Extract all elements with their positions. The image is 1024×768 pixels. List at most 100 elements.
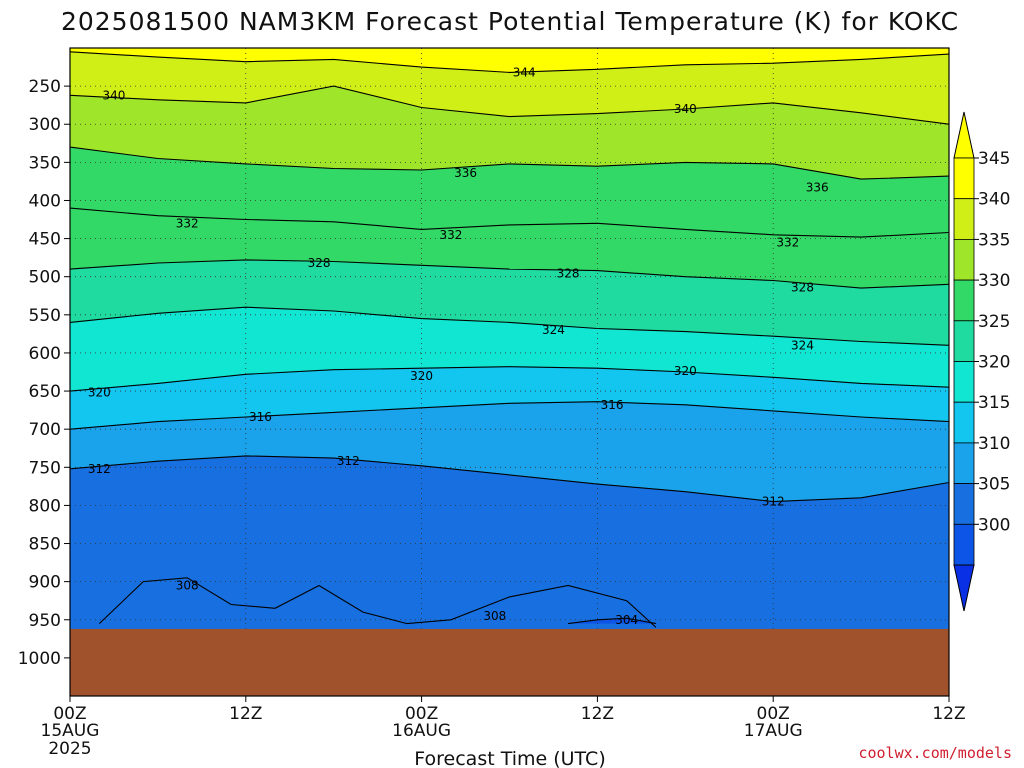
y-tick-label: 650 — [29, 382, 61, 402]
contour-label: 328 — [557, 267, 580, 281]
colorbar-label: 305 — [978, 475, 1010, 495]
contour-label: 316 — [249, 410, 272, 424]
contour-label: 312 — [88, 462, 111, 476]
credit-text[interactable]: coolwx.com/models — [858, 744, 1012, 762]
theta-band-316 — [70, 401, 949, 502]
ground-below-surface — [70, 628, 949, 696]
contour-324 — [70, 306, 949, 346]
theta-band-348 — [70, 48, 949, 73]
contour-label: 332 — [439, 228, 462, 242]
colorbar-bin-335 — [953, 238, 975, 281]
x-tick-label: 00Z — [757, 704, 790, 724]
theta-band-324 — [70, 307, 949, 392]
contour-labels: 344 340 340 336 336 332 332 332 328 328 328 324 324 3… — [88, 65, 829, 626]
y-tick-label: 300 — [29, 115, 61, 135]
colorbar-label: 320 — [978, 353, 1010, 373]
colorbar-bin-305 — [953, 483, 975, 525]
contour-320 — [70, 366, 949, 392]
x-tick-year: 2025 — [48, 739, 91, 759]
contour-340 — [70, 85, 949, 125]
contour-label: 332 — [776, 235, 799, 249]
theta-band-328 — [70, 259, 949, 346]
theta-band-340 — [70, 86, 949, 180]
theta-band-320 — [70, 366, 949, 430]
y-tick-label: 400 — [29, 191, 61, 211]
y-tick-label: 750 — [29, 458, 61, 478]
theta-pocket-308 — [99, 577, 657, 628]
contour-label: 340 — [674, 102, 697, 116]
contour-312 — [70, 455, 949, 503]
y-tick-label: 900 — [29, 573, 61, 593]
y-axis: 250 300 350 400 450 500 550 600 650 700 750 800 850 9… — [18, 77, 70, 669]
contour-label: 336 — [806, 181, 829, 195]
colorbar: 345 340 335 330 325 320 315 310 305 300 — [953, 111, 1010, 612]
contour-308 — [98, 577, 657, 628]
colorbar-bin-300 — [953, 523, 975, 566]
contour-label: 332 — [176, 216, 199, 230]
colorbar-bin-340 — [953, 198, 975, 240]
theta-bands — [70, 48, 949, 696]
colorbar-bin-330 — [953, 279, 975, 322]
x-tick-label: 00Z — [53, 704, 86, 724]
contour-lines — [70, 51, 949, 628]
x-tick-date: 17AUG — [744, 721, 803, 741]
colorbar-label: 330 — [978, 271, 1010, 291]
colorbar-label: 345 — [978, 149, 1010, 169]
y-tick-label: 450 — [29, 230, 61, 250]
contour-label: 320 — [674, 364, 697, 378]
contour-label: 308 — [176, 578, 199, 592]
y-tick-label: 550 — [29, 306, 61, 326]
colorbar-label: 340 — [978, 190, 1010, 210]
colorbar-label: 315 — [978, 393, 1010, 413]
contour-336 — [70, 146, 949, 180]
colorbar-label: 335 — [978, 230, 1010, 250]
colorbar-bin-345 — [953, 157, 975, 200]
x-tick-date: 15AUG — [41, 721, 100, 741]
x-tick-label: 12Z — [581, 704, 614, 724]
contour-344 — [70, 51, 949, 73]
y-tick-label: 250 — [29, 77, 61, 97]
colorbar-bin-315 — [953, 401, 975, 444]
colorbar-bin-320 — [953, 361, 975, 403]
x-tick-date: 16AUG — [392, 721, 451, 741]
contour-label: 320 — [410, 369, 433, 383]
contour-328 — [70, 259, 949, 289]
contour-label: 316 — [601, 398, 624, 412]
contour-316 — [70, 401, 949, 430]
colorbar-bin-310 — [953, 442, 975, 484]
y-tick-label: 500 — [29, 268, 61, 288]
y-tick-label: 850 — [29, 535, 61, 555]
x-axis-label: Forecast Time (UTC) — [414, 748, 605, 768]
colorbar-label: 310 — [978, 434, 1010, 454]
contour-label: 344 — [513, 65, 536, 79]
contour-label: 340 — [102, 88, 125, 102]
contour-label: 308 — [483, 609, 506, 623]
y-tick-label: 700 — [29, 420, 61, 440]
colorbar-label: 300 — [978, 515, 1010, 535]
colorbar-over-arrow — [953, 111, 975, 159]
theta-band-332 — [70, 208, 949, 289]
contour-label: 320 — [88, 386, 111, 400]
y-tick-label: 600 — [29, 344, 61, 364]
contour-332 — [70, 207, 949, 238]
y-tick-label: 950 — [29, 611, 61, 631]
x-tick-label: 12Z — [229, 704, 262, 724]
theta-band-336 — [70, 147, 949, 238]
colorbar-under-arrow — [953, 564, 975, 612]
chart-title: 2025081500 NAM3KM Forecast Potential Tem… — [61, 7, 959, 36]
contour-label: 328 — [308, 256, 331, 270]
contour-label: 336 — [454, 166, 477, 180]
theta-band-344 — [70, 51, 949, 125]
y-tick-label: 800 — [29, 496, 61, 516]
contour-label: 324 — [542, 323, 565, 337]
y-tick-label: 350 — [29, 153, 61, 173]
contour-label: 304 — [615, 613, 638, 627]
plot-frame — [69, 47, 950, 697]
contour-label: 324 — [791, 338, 814, 352]
contour-label: 312 — [337, 454, 360, 468]
theta-pocket-304 — [568, 618, 656, 624]
contour-label: 312 — [762, 495, 785, 509]
colorbar-label: 325 — [978, 312, 1010, 332]
